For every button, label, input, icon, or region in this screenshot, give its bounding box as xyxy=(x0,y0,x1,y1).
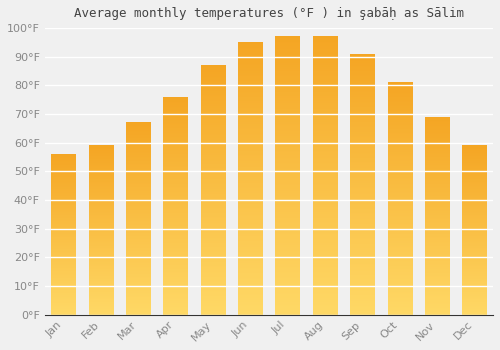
Title: Average monthly temperatures (°F ) in şabāḥ as Sālim: Average monthly temperatures (°F ) in şa… xyxy=(74,7,464,20)
